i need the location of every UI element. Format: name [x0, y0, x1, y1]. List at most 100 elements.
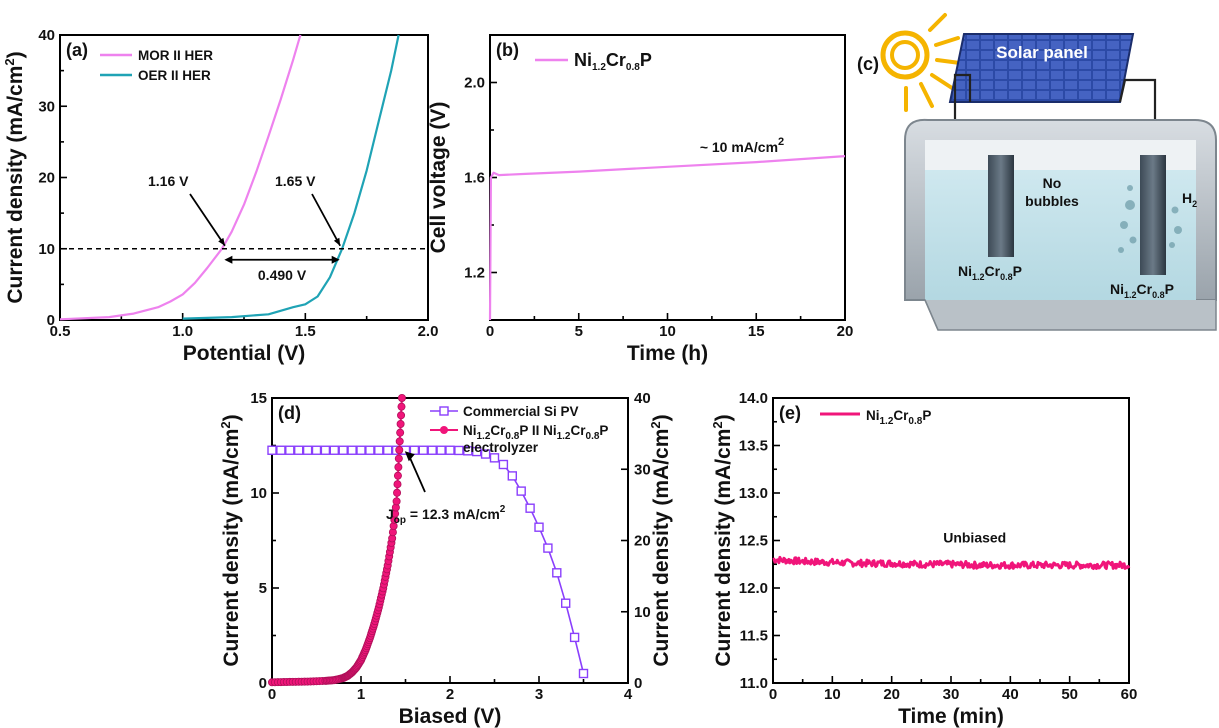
x-tick-label: 0	[268, 686, 276, 703]
wires	[953, 73, 1157, 155]
y-tick-label: 0	[259, 675, 267, 692]
y-right-tick-label: 10	[634, 604, 651, 621]
pv-marker	[552, 568, 562, 578]
y-tick-label: 12.0	[739, 580, 768, 597]
pv-marker	[374, 445, 384, 455]
x-tick-label: 3	[535, 686, 543, 703]
x-tick-label: 1	[357, 686, 365, 703]
x-tick-label: 40	[1002, 686, 1019, 703]
y-tick-label: 0	[47, 312, 55, 329]
electrolyzer-marker	[393, 480, 402, 489]
pv-marker	[267, 445, 277, 455]
y-tick-label: 20	[38, 170, 55, 187]
y-tick-label: 13.5	[739, 438, 768, 455]
pv-marker	[383, 445, 393, 455]
pv-marker	[276, 445, 286, 455]
mor-arrow	[189, 193, 226, 247]
y-tick-label: 11.0	[740, 675, 768, 692]
pv-marker	[285, 445, 295, 455]
pv-marker	[347, 445, 357, 455]
y-right-axis-label: Current density (mA/cm2)	[648, 414, 673, 666]
plot-frame	[59, 34, 429, 321]
left-electrode	[988, 155, 1014, 257]
y-tick-label: 15	[250, 390, 267, 407]
y-axis-label: Current density (mA/cm2)	[218, 414, 243, 666]
op-arrow	[408, 454, 426, 493]
panel-label: (e)	[779, 403, 801, 423]
x-axis-label: Biased (V)	[399, 705, 502, 728]
panel-e: 0 10 20 30 40 50 60 11.0 11.5 12.0 12.5 13.0 13.5 14.…	[710, 390, 1137, 728]
x-tick-label: 15	[748, 323, 765, 340]
gap-arrow-left-head	[224, 255, 233, 264]
pv-marker	[472, 446, 482, 457]
y-right-tick-label: 0	[634, 675, 642, 692]
y-tick-label: 40	[38, 27, 55, 44]
series-line-1	[271, 397, 403, 684]
series-line-1	[182, 34, 400, 320]
plot-frame	[489, 34, 846, 321]
mor-arrow-head	[218, 237, 225, 246]
y-tick-label: 1.6	[464, 170, 485, 187]
electrolyzer-marker	[393, 471, 402, 480]
x-axis-label: Time (min)	[898, 705, 1004, 728]
pv-marker	[445, 445, 455, 455]
hydrogen-bubbles	[1118, 185, 1182, 253]
pv-marker	[436, 445, 446, 455]
x-tick-label: 1.0	[172, 323, 193, 340]
panel-b: 0 5 10 15 20 1.2 1.6 2.0 Time (h) Cell voltage (V…	[427, 34, 854, 365]
y-tick-label: 5	[259, 580, 267, 597]
pv-marker	[418, 445, 428, 455]
pv-marker	[525, 503, 535, 513]
pv-marker	[427, 445, 437, 455]
electrolyzer-marker	[396, 428, 405, 437]
electrolyzer-marker	[394, 454, 403, 463]
panel-a: 0.5 1.0 1.5 2.0 0 10 20 30 40 Potential (V) Curren…	[2, 27, 438, 365]
panel-label: (d)	[278, 403, 301, 423]
x-tick-label: 0	[486, 323, 494, 340]
y-right-tick-label: 30	[634, 461, 651, 478]
series-line-0	[772, 555, 1131, 570]
pv-marker	[365, 445, 375, 455]
no-bubbles-line2: bubbles	[1025, 193, 1079, 209]
y-right-tick-label: 40	[634, 390, 651, 407]
legend-marker-1	[440, 426, 448, 434]
legend-label-0: Ni1.2Cr0.8P	[866, 408, 931, 427]
electrolyzer-marker	[395, 446, 404, 455]
y-tick-label: 30	[38, 98, 55, 115]
pv-marker	[498, 459, 509, 470]
electrolyzer-marker	[396, 420, 405, 429]
oer-arrow-head	[333, 237, 341, 246]
panel-label: (b)	[496, 40, 519, 60]
x-tick-label: 5	[575, 323, 583, 340]
gap-label: 0.490 V	[258, 267, 307, 283]
electrolyzer-marker	[397, 393, 406, 402]
x-tick-label: 2.0	[418, 323, 439, 340]
y-tick-label: 2.0	[464, 75, 485, 92]
y-right-tick-label: 20	[634, 533, 651, 550]
x-tick-label: 20	[883, 686, 900, 703]
gap-arrow-right-head	[331, 255, 340, 264]
left-electrode-label: Ni1.2Cr0.8P	[958, 263, 1022, 282]
y-tick-label: 14.0	[739, 390, 768, 407]
h2-label: H2	[1182, 190, 1197, 209]
y-tick-label: 1.2	[464, 265, 485, 282]
x-tick-label: 20	[837, 323, 854, 340]
y-tick-label: 13.0	[739, 485, 768, 502]
x-tick-label: 0	[769, 686, 777, 703]
electrolyzer-marker	[395, 437, 404, 446]
right-electrode	[1140, 155, 1166, 275]
mor-onset-label: 1.16 V	[148, 173, 189, 189]
pv-marker	[569, 632, 580, 643]
y-axis-label: Current density (mA/cm2)	[710, 414, 735, 666]
x-tick-label: 2	[446, 686, 454, 703]
legend-label-1: OER II HER	[138, 68, 211, 83]
panel-label: (a)	[66, 40, 88, 60]
operating-current-label: Jop = 12.3 mA/cm2	[386, 504, 506, 526]
x-axis-label: Time (h)	[627, 342, 708, 365]
x-tick-label: 1.5	[295, 323, 316, 340]
panel-c-illustration: (c) Solar panel	[857, 13, 1217, 331]
legend-label-0: MOR II HER	[138, 48, 213, 63]
pv-marker	[507, 471, 517, 481]
solar-panel-label: Solar panel	[996, 43, 1088, 62]
op-arrow-head	[404, 451, 415, 462]
